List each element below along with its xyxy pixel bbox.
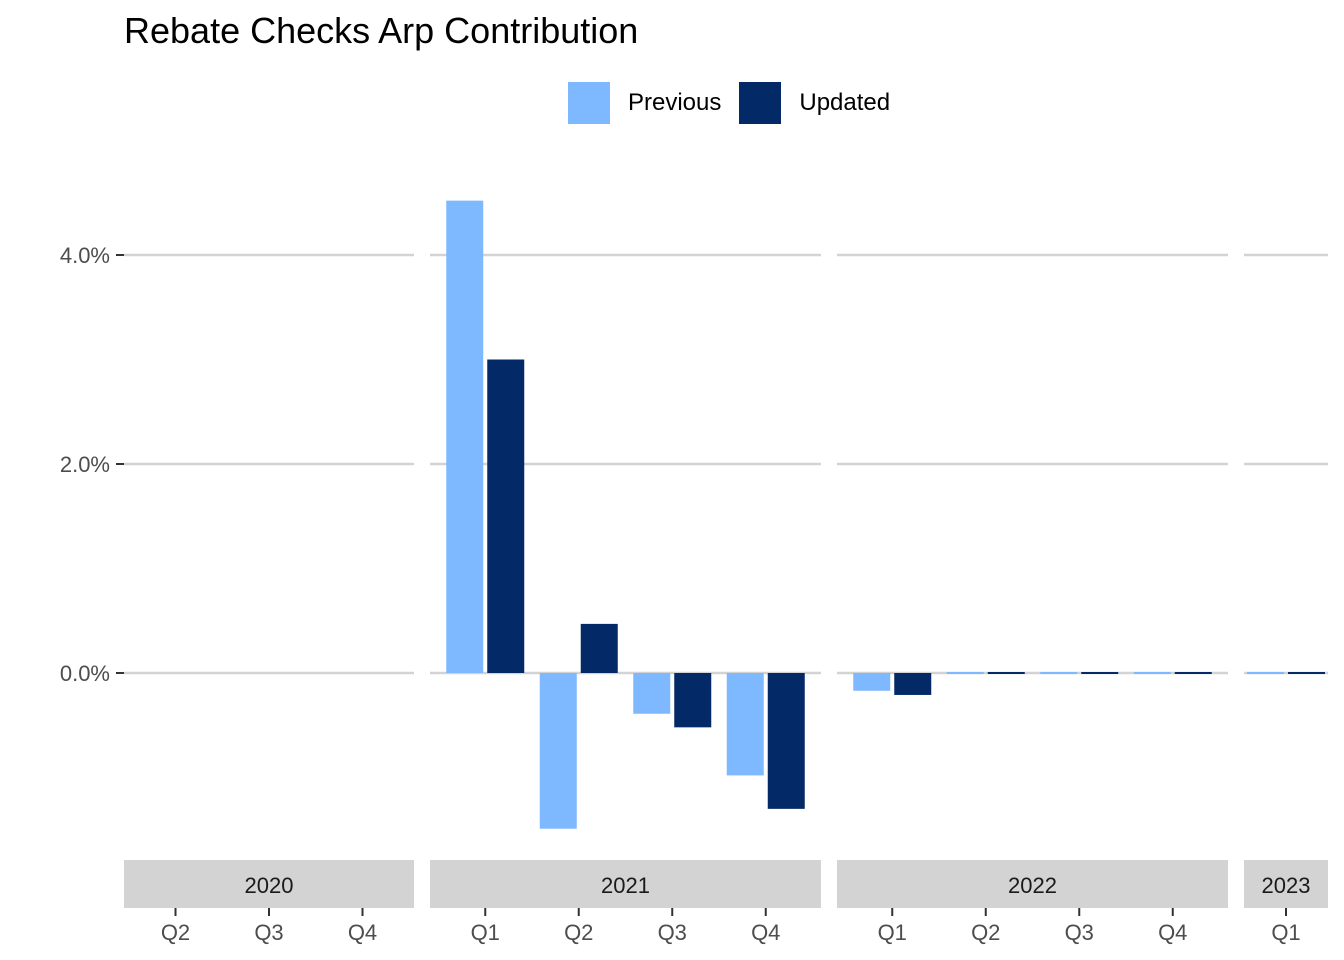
chart-title: Rebate Checks Arp Contribution — [124, 10, 639, 51]
bar-updated-2022-Q2 — [987, 672, 1025, 674]
legend-item-previous: Previous — [568, 82, 721, 124]
bar-previous-2021-Q2 — [539, 673, 577, 829]
x-tick-label-2021-Q4: Q4 — [751, 920, 780, 945]
legend-swatch-updated — [739, 82, 782, 124]
legend-label-previous: Previous — [628, 89, 722, 116]
bar-updated-2021-Q2 — [580, 623, 618, 673]
facet-strip-2022 — [837, 860, 1228, 908]
facet-strip-2023 — [1244, 860, 1328, 908]
x-tick-label-2021-Q3: Q3 — [658, 920, 687, 945]
bar-previous-2021-Q4 — [726, 673, 764, 776]
bar-previous-2023-Q1 — [1247, 672, 1284, 674]
bar-updated-2021-Q3 — [674, 673, 712, 728]
facet-label-2022: 2022 — [1008, 873, 1057, 898]
bar-updated-2021-Q1 — [487, 359, 525, 673]
bar-updated-2022-Q3 — [1081, 672, 1119, 674]
bar-previous-2022-Q2 — [946, 672, 984, 674]
x-tick-label-2020-Q4: Q4 — [348, 920, 377, 945]
y-tick-label: 0.0% — [60, 661, 110, 686]
x-tick-label-2022-Q2: Q2 — [971, 920, 1000, 945]
bar-updated-2022-Q1 — [894, 673, 932, 695]
y-tick-label: 2.0% — [60, 452, 110, 477]
bar-previous-2021-Q3 — [633, 673, 671, 714]
bar-updated-2021-Q4 — [767, 673, 805, 809]
x-tick-label-2021-Q2: Q2 — [564, 920, 593, 945]
bar-previous-2022-Q4 — [1133, 672, 1171, 674]
facet-label-2023: 2023 — [1262, 873, 1311, 898]
legend-label-updated: Updated — [799, 89, 891, 116]
x-tick-label-2023-Q1: Q1 — [1271, 920, 1300, 945]
x-tick-label-2021-Q1: Q1 — [471, 920, 500, 945]
x-tick-label-2020-Q3: Q3 — [254, 920, 283, 945]
legend-item-updated: Updated — [739, 82, 890, 124]
x-tick-label-2022-Q4: Q4 — [1158, 920, 1187, 945]
legend-swatch-previous — [568, 82, 610, 124]
facet-label-2021: 2021 — [601, 873, 650, 898]
x-tick-label-2022-Q3: Q3 — [1065, 920, 1094, 945]
facet-strip-2020 — [124, 860, 414, 908]
bar-previous-2021-Q1 — [446, 200, 484, 673]
legend: Previous Updated — [568, 82, 908, 124]
bar-previous-2022-Q1 — [853, 673, 891, 691]
x-tick-label-2020-Q2: Q2 — [161, 920, 190, 945]
bar-previous-2022-Q3 — [1040, 672, 1078, 674]
y-tick-label: 4.0% — [60, 243, 110, 268]
bar-updated-2023-Q1 — [1288, 672, 1325, 674]
facet-strip-2021 — [430, 860, 821, 908]
bar-updated-2022-Q4 — [1174, 672, 1212, 674]
x-tick-label-2022-Q1: Q1 — [878, 920, 907, 945]
facet-label-2020: 2020 — [245, 873, 294, 898]
